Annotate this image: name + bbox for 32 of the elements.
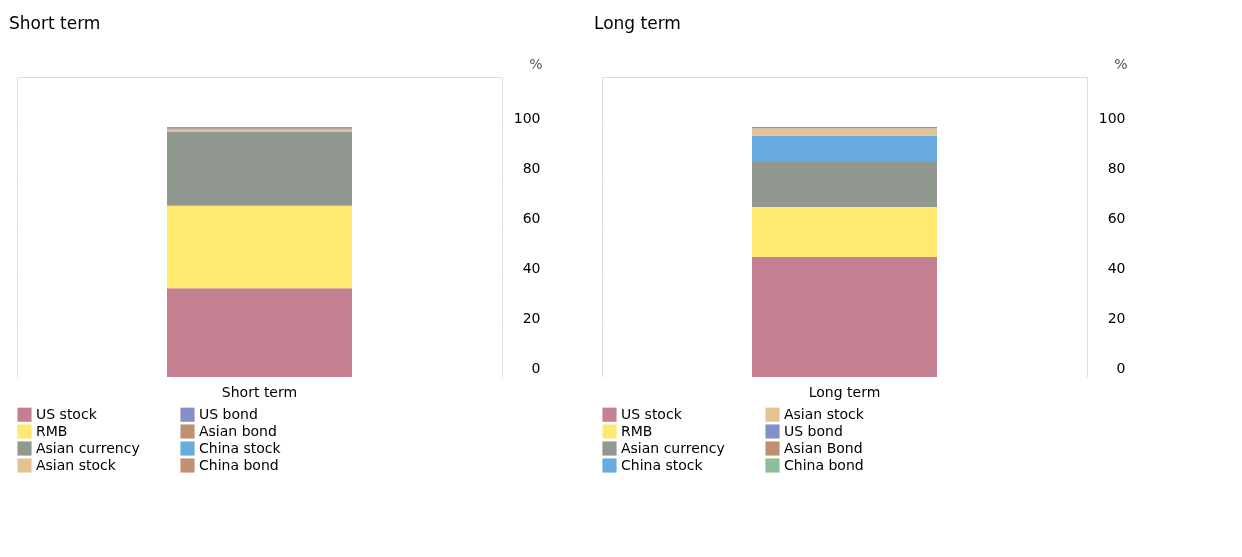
y-axis-title: % <box>529 55 543 72</box>
y-tick-label: 80 <box>1107 159 1126 176</box>
y-tick-label: 80 <box>522 159 541 176</box>
y-tick-label: 60 <box>1107 209 1126 226</box>
y-axis-title: % <box>1114 55 1128 72</box>
chart-title: Short term <box>9 13 101 33</box>
legend-label: Asian currency <box>621 439 725 456</box>
y-tick-label: 60 <box>522 209 541 226</box>
legend-label: US stock <box>621 405 683 422</box>
legend-label: US bond <box>199 405 258 422</box>
legend-label: US bond <box>784 422 843 439</box>
legend-label: RMB <box>621 422 653 439</box>
legend-label: China stock <box>199 439 282 456</box>
y-tick-label: 100 <box>1098 109 1126 126</box>
legend-label: RMB <box>36 422 68 439</box>
y-tick-label: 20 <box>1107 309 1126 326</box>
y-tick-label: 0 <box>531 359 541 376</box>
y-tick-label: 20 <box>522 309 541 326</box>
legend-label: China stock <box>621 456 704 473</box>
legend-label: US stock <box>36 405 98 422</box>
legend-label: Asian currency <box>36 439 140 456</box>
legend-label: China bond <box>784 456 864 473</box>
y-tick-label: 40 <box>522 259 541 276</box>
legend-label: Asian Bond <box>784 439 863 456</box>
y-tick-label: 0 <box>1116 359 1126 376</box>
legend-label: Asian bond <box>199 422 277 439</box>
legend-label: Asian stock <box>784 405 865 422</box>
y-tick-label: 100 <box>513 109 541 126</box>
legend-label: Asian stock <box>36 456 117 473</box>
chart-title: Long term <box>594 13 681 33</box>
y-tick-label: 40 <box>1107 259 1126 276</box>
legend-label: China bond <box>199 456 279 473</box>
